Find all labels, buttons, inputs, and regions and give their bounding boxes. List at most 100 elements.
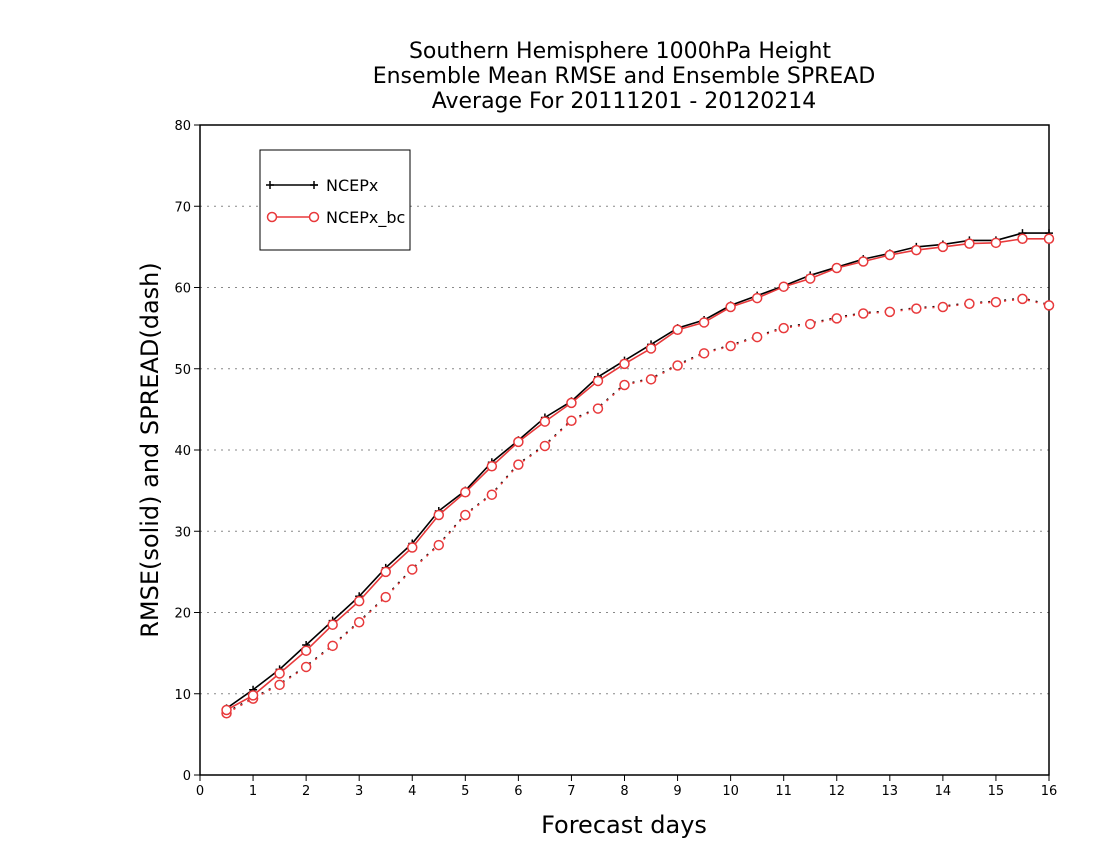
data-point [486,489,498,500]
series-layer [221,229,1055,719]
x-tick-label: 0 [196,784,204,799]
legend-marker-ncepx-bc-1 [266,211,278,223]
data-point [460,487,471,498]
data-point [937,301,949,313]
data-point [911,303,922,314]
x-tick-label: 10 [722,784,739,799]
x-tick-label: 5 [461,784,469,799]
data-point [274,679,285,691]
data-point [274,668,285,679]
x-tick-label: 1 [249,784,257,799]
x-tick-label: 6 [514,784,522,799]
data-point [698,317,710,328]
chart-title-line-3: Average For 20111201 - 20120214 [432,89,817,114]
data-point [672,324,683,335]
y-tick-label: 30 [174,525,191,540]
data-point [937,241,949,253]
series-line [226,238,1049,711]
legend-label-ncepx: NCEPx [326,176,378,195]
series-line [226,297,1050,714]
data-point [964,298,975,309]
legend-entry-ncepx: NCEPx [266,176,378,195]
series-line [226,298,1050,715]
data-point [831,262,842,274]
x-tick-label: 4 [408,784,416,799]
x-axis-title: Forecast days [541,811,707,839]
data-point [407,564,418,575]
legend: NCEPx NCEPx_bc [259,149,411,251]
y-tick-label: 50 [174,363,191,378]
data-point [433,509,445,521]
data-point [725,301,736,313]
data-point [884,249,896,261]
x-tick-label: 3 [355,784,363,799]
legend-marker-ncepx-bc-2 [308,211,320,223]
legend-label-ncepx-bc: NCEPx_bc [326,208,405,228]
y-tick-label: 20 [174,607,191,622]
data-point [1043,300,1055,311]
data-point [592,375,604,387]
data-point [804,318,816,330]
data-point [751,292,763,304]
data-point [990,296,1002,308]
x-tick-label: 11 [775,784,792,799]
data-point [353,617,365,628]
series-2 [221,293,1055,719]
data-point [300,645,312,656]
legend-marker-ncepx-1 [266,181,274,189]
chart-title-line-1: Southern Hemisphere 1000hPa Height [409,39,831,64]
data-point [380,566,391,578]
x-tick-label: 7 [567,784,575,799]
x-tick-label: 13 [882,784,899,799]
y-tick-label: 40 [174,444,191,459]
series-line [226,232,1049,710]
x-tick-label: 15 [988,784,1005,799]
y-tick-label: 0 [183,769,191,784]
data-point [566,415,577,426]
data-point [645,374,657,385]
grid-lines [200,205,1049,695]
data-point [221,704,232,716]
data-point [592,403,604,414]
data-point [858,256,869,267]
legend-entry-ncepx-bc: NCEPx_bc [266,208,405,228]
data-point [380,591,391,603]
data-point [353,595,365,607]
y-tick-label: 80 [174,119,191,134]
data-point [460,509,471,521]
data-point [539,440,551,452]
data-point [884,306,896,318]
data-point [327,619,338,630]
legend-marker-ncepx-2 [310,181,318,189]
data-point [513,436,524,448]
data-point [327,640,338,652]
data-point [858,308,869,319]
x-tick-label: 8 [620,784,628,799]
y-tick-label: 70 [174,200,191,215]
data-point [247,690,259,701]
data-point [300,661,312,673]
data-point [778,281,789,292]
data-point [619,379,630,391]
x-tick-label: 16 [1041,784,1058,799]
data-point [911,244,922,256]
data-point [672,360,683,371]
data-point [804,273,816,284]
data-point [725,340,736,352]
data-point [698,348,710,359]
x-tick-label: 2 [302,784,310,799]
data-point [433,539,445,551]
data-point [566,397,577,409]
data-point [990,237,1002,249]
data-point [407,542,418,553]
x-tick-label: 12 [828,784,845,799]
data-point [1017,233,1028,244]
series-1 [221,233,1055,716]
data-point [964,238,975,249]
data-point [486,461,498,472]
x-tick-label: 14 [935,784,952,799]
data-point [645,343,657,354]
y-tick-label: 60 [174,282,191,297]
series-0 [222,229,1053,713]
